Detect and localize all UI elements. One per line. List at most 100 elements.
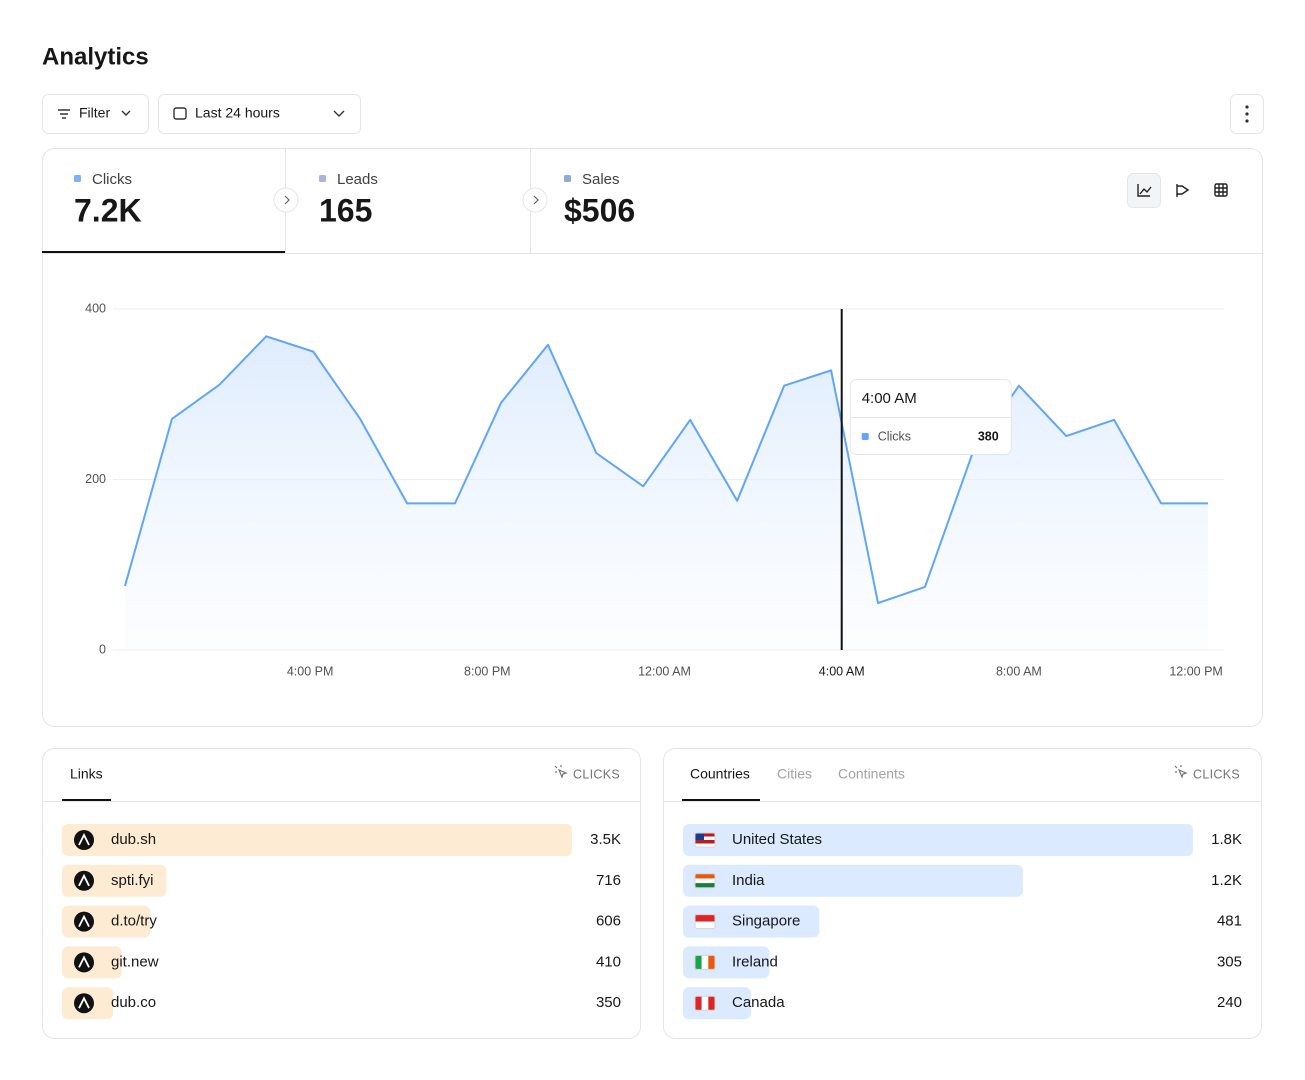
- flag: [695, 996, 702, 1011]
- y-tick-label: 0: [99, 642, 106, 656]
- page-title: Analytics: [42, 43, 149, 70]
- bar: [683, 905, 820, 938]
- locations-tab[interactable]: Cities: [777, 766, 812, 782]
- cursor-icon: [554, 765, 568, 779]
- tooltip-label: Clicks: [878, 429, 911, 443]
- item-label: dub.co: [111, 994, 156, 1011]
- flag: [708, 955, 715, 970]
- metric-value: 7.2K: [74, 192, 142, 228]
- line-icon: [1137, 184, 1152, 197]
- flag: [701, 996, 709, 1011]
- flag: [695, 836, 715, 840]
- item-value: 481: [1217, 913, 1242, 930]
- y-tick-label: 200: [85, 472, 106, 486]
- line: [123, 335, 1209, 605]
- chevron: [333, 110, 345, 117]
- link-icon: [78, 955, 90, 968]
- tab-arrow: [522, 187, 548, 213]
- bar: [62, 824, 572, 856]
- flag: [695, 955, 702, 970]
- area: [124, 336, 1209, 650]
- item-value: 305: [1217, 953, 1242, 970]
- item-value: 410: [596, 953, 621, 970]
- flag: [708, 996, 715, 1011]
- calendar-icon: [173, 107, 187, 120]
- cursor-icon: [1174, 765, 1188, 779]
- flag-border: [694, 914, 716, 930]
- item-value: 3.5K: [590, 831, 621, 848]
- locations-tab[interactable]: Countries: [690, 766, 750, 782]
- metric-label: Clicks: [92, 171, 132, 188]
- chevron: [121, 110, 131, 116]
- flag: [695, 843, 715, 847]
- flag: [695, 840, 715, 844]
- metric-value: 165: [319, 192, 372, 228]
- links-card: [42, 748, 641, 1039]
- metric-swatch: [74, 175, 81, 182]
- item-value: 1.8K: [1211, 831, 1242, 848]
- x-tick-label: 12:00 PM: [1169, 664, 1223, 678]
- flag-border: [694, 954, 716, 970]
- flag-border: [694, 995, 716, 1011]
- x-tick-label: 4:00 AM: [819, 664, 865, 678]
- flag: [695, 833, 704, 840]
- item-label: dub.sh: [111, 831, 156, 848]
- bar: [683, 824, 1193, 856]
- flag: [695, 873, 715, 879]
- y-tick-label: 400: [85, 301, 106, 315]
- line-view-button[interactable]: [1127, 173, 1161, 208]
- filter-icon: [58, 109, 70, 119]
- tooltip-value: 380: [978, 429, 999, 443]
- metric-value: $506: [564, 192, 635, 228]
- column-label: CLICKS: [1193, 767, 1240, 781]
- item-label: Canada: [732, 994, 785, 1011]
- bar: [683, 864, 1023, 897]
- item-value: 240: [1217, 994, 1242, 1011]
- flag-border: [694, 832, 716, 848]
- item-value: 1.2K: [1211, 872, 1242, 889]
- tooltip-title: 4:00 AM: [862, 390, 917, 407]
- item-value: 606: [596, 913, 621, 930]
- flag: [695, 883, 715, 888]
- tab-arrow: [273, 187, 299, 213]
- item-label: United States: [732, 831, 822, 848]
- flag: [695, 921, 715, 929]
- metric-label: Sales: [582, 171, 620, 188]
- flag: [695, 914, 715, 922]
- metric-label: Leads: [337, 171, 378, 188]
- funnel-view-button[interactable]: [1176, 184, 1190, 197]
- item-label: Ireland: [732, 953, 778, 970]
- filter-button[interactable]: [42, 94, 149, 134]
- item-value: 716: [596, 872, 621, 889]
- bar: [683, 946, 770, 979]
- range-button[interactable]: [158, 94, 361, 134]
- x-tick-label: 8:00 AM: [996, 664, 1042, 678]
- x-tick-label: 4:00 PM: [287, 664, 334, 678]
- links-tab[interactable]: Links: [70, 766, 103, 782]
- locations-tab[interactable]: Continents: [838, 766, 905, 782]
- table-view-button[interactable]: [1214, 183, 1228, 197]
- x-tick-label: 8:00 PM: [464, 664, 511, 678]
- flag: [701, 955, 709, 970]
- menu-dots: [1245, 105, 1249, 123]
- x-tick-label: 12:00 AM: [638, 664, 691, 678]
- link-icon: [78, 873, 90, 887]
- bar: [683, 987, 751, 1020]
- link-icon: [78, 914, 90, 928]
- flag-border: [694, 873, 716, 889]
- flag: [695, 833, 715, 837]
- tooltip-swatch: [861, 433, 869, 440]
- flag: [695, 878, 715, 884]
- item-label: d.to/try: [111, 913, 157, 930]
- link-icon: [78, 996, 90, 1009]
- item-value: 350: [596, 994, 621, 1011]
- metric-swatch: [319, 175, 326, 182]
- metric-swatch: [564, 175, 571, 182]
- item-label: Singapore: [732, 913, 800, 930]
- filter-label: Filter: [79, 105, 110, 121]
- item-label: git.new: [111, 953, 159, 970]
- item-label: India: [732, 872, 765, 889]
- column-label: CLICKS: [573, 767, 620, 781]
- link-icon: [78, 832, 90, 846]
